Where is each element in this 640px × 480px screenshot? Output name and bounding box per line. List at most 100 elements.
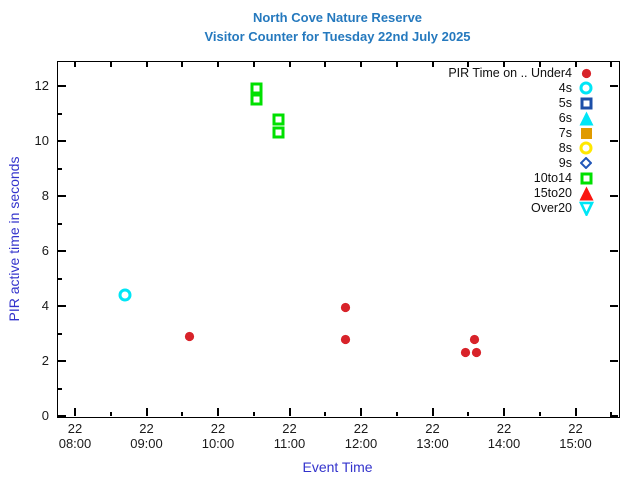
data-point-Under4	[184, 331, 195, 342]
x-tick-top	[360, 62, 362, 67]
y-tick-right	[610, 415, 618, 417]
y-tick-major	[58, 360, 66, 362]
y-tick-right	[610, 140, 618, 142]
legend-label-5s: 5s	[558, 95, 572, 110]
x-tick-time: 15:00	[559, 435, 592, 451]
legend-label-9s: 9s	[558, 155, 572, 170]
data-point-4s	[118, 288, 132, 302]
y-tick-minor	[58, 222, 62, 225]
x-tick-top	[74, 62, 76, 67]
legend-marker-Over20-icon	[578, 201, 594, 218]
x-tick-minor	[395, 412, 398, 416]
y-tick-major	[58, 195, 66, 197]
x-tick-label: 22 08:00	[45, 421, 105, 451]
y-tick-major	[58, 415, 66, 417]
legend-label-Under4: PIR Time on .. Under4	[448, 65, 572, 80]
y-tick-label: 6	[41, 243, 49, 258]
data-point-Under4	[471, 347, 482, 358]
x-tick-label: 22 11:00	[260, 421, 320, 451]
x-tick-day: 22	[139, 421, 154, 436]
x-tick-day: 22	[496, 421, 512, 436]
x-tick-major	[145, 408, 148, 416]
chart-title: North Cove Nature Reserve Visitor Counte…	[57, 8, 618, 46]
x-tick-time: 13:00	[416, 435, 449, 451]
x-tick-label: 22 15:00	[546, 421, 606, 451]
y-tick-minor	[58, 387, 62, 390]
legend-label-4s: 4s	[558, 80, 572, 95]
x-tick-day: 22	[282, 421, 297, 436]
x-tick-top	[431, 62, 434, 67]
x-tick-top	[467, 62, 470, 67]
x-tick-top	[145, 62, 148, 67]
x-tick-top	[503, 62, 505, 67]
x-axis-label: Event Time	[302, 459, 373, 475]
x-tick-label: 22 12:00	[331, 421, 391, 451]
x-tick-day: 22	[210, 421, 226, 436]
x-tick-top	[324, 62, 327, 67]
x-tick-label: 22 09:00	[117, 421, 177, 451]
x-tick-minor	[252, 412, 255, 416]
y-tick-major	[58, 250, 66, 252]
x-tick-major	[288, 408, 291, 416]
y-tick-label: 10	[34, 133, 49, 148]
legend-marker-7s-icon	[580, 127, 593, 140]
legend-label-6s: 6s	[558, 110, 572, 125]
y-tick-minor	[58, 277, 62, 280]
y-tick-right	[610, 305, 618, 307]
x-tick-minor	[324, 412, 327, 416]
x-tick-day: 22	[67, 421, 83, 436]
y-tick-right	[610, 360, 618, 362]
legend-marker-10to14-icon	[580, 172, 593, 185]
x-tick-label: 22 10:00	[188, 421, 248, 451]
plot-area	[57, 61, 620, 418]
x-tick-top	[288, 62, 291, 67]
x-tick-time: 09:00	[130, 435, 163, 451]
x-tick-top	[395, 62, 398, 67]
data-point-10to14	[272, 126, 285, 139]
legend-marker-9s-icon	[579, 156, 593, 170]
x-tick-label: 22 14:00	[474, 421, 534, 451]
x-tick-day: 22	[353, 421, 369, 436]
x-tick-top	[252, 62, 255, 67]
y-tick-label: 2	[41, 353, 49, 368]
legend-marker-6s-icon	[579, 111, 594, 126]
data-point-Under4	[340, 302, 351, 313]
x-tick-time: 12:00	[344, 435, 378, 451]
legend-marker-8s-icon	[579, 141, 593, 155]
x-tick-day: 22	[425, 421, 440, 436]
y-tick-major	[58, 305, 66, 307]
x-tick-day: 22	[568, 421, 583, 436]
x-tick-time: 10:00	[201, 435, 235, 451]
x-tick-top	[538, 62, 541, 67]
x-tick-major	[574, 408, 577, 416]
x-tick-major	[431, 408, 434, 416]
x-tick-minor	[109, 412, 112, 416]
x-tick-major	[74, 408, 76, 416]
chart-title-line2: Visitor Counter for Tuesday 22nd July 20…	[204, 29, 471, 44]
data-point-10to14	[250, 93, 263, 106]
y-tick-minor	[58, 332, 62, 335]
x-tick-time: 11:00	[273, 435, 306, 451]
legend-marker-15to20-icon	[579, 186, 594, 201]
x-tick-time: 14:00	[487, 435, 521, 451]
legend-marker-5s-icon	[580, 97, 593, 110]
legend-marker-Under4-icon	[581, 68, 592, 79]
data-point-Under4	[340, 334, 351, 345]
y-tick-major	[58, 85, 66, 87]
y-tick-label: 12	[34, 78, 49, 93]
legend-label-Over20: Over20	[531, 200, 572, 215]
legend-marker-4s-icon	[579, 81, 593, 95]
x-tick-label: 22 13:00	[403, 421, 463, 451]
data-point-Under4	[460, 347, 471, 358]
y-tick-label: 0	[41, 408, 49, 423]
y-tick-label: 8	[41, 188, 49, 203]
x-tick-minor	[467, 412, 470, 416]
data-point-10to14	[272, 113, 285, 126]
x-tick-top	[109, 62, 112, 67]
x-tick-major	[217, 408, 219, 416]
y-tick-major	[58, 140, 66, 142]
legend-label-8s: 8s	[558, 140, 572, 155]
x-tick-minor	[610, 412, 613, 416]
x-tick-minor	[181, 412, 184, 416]
